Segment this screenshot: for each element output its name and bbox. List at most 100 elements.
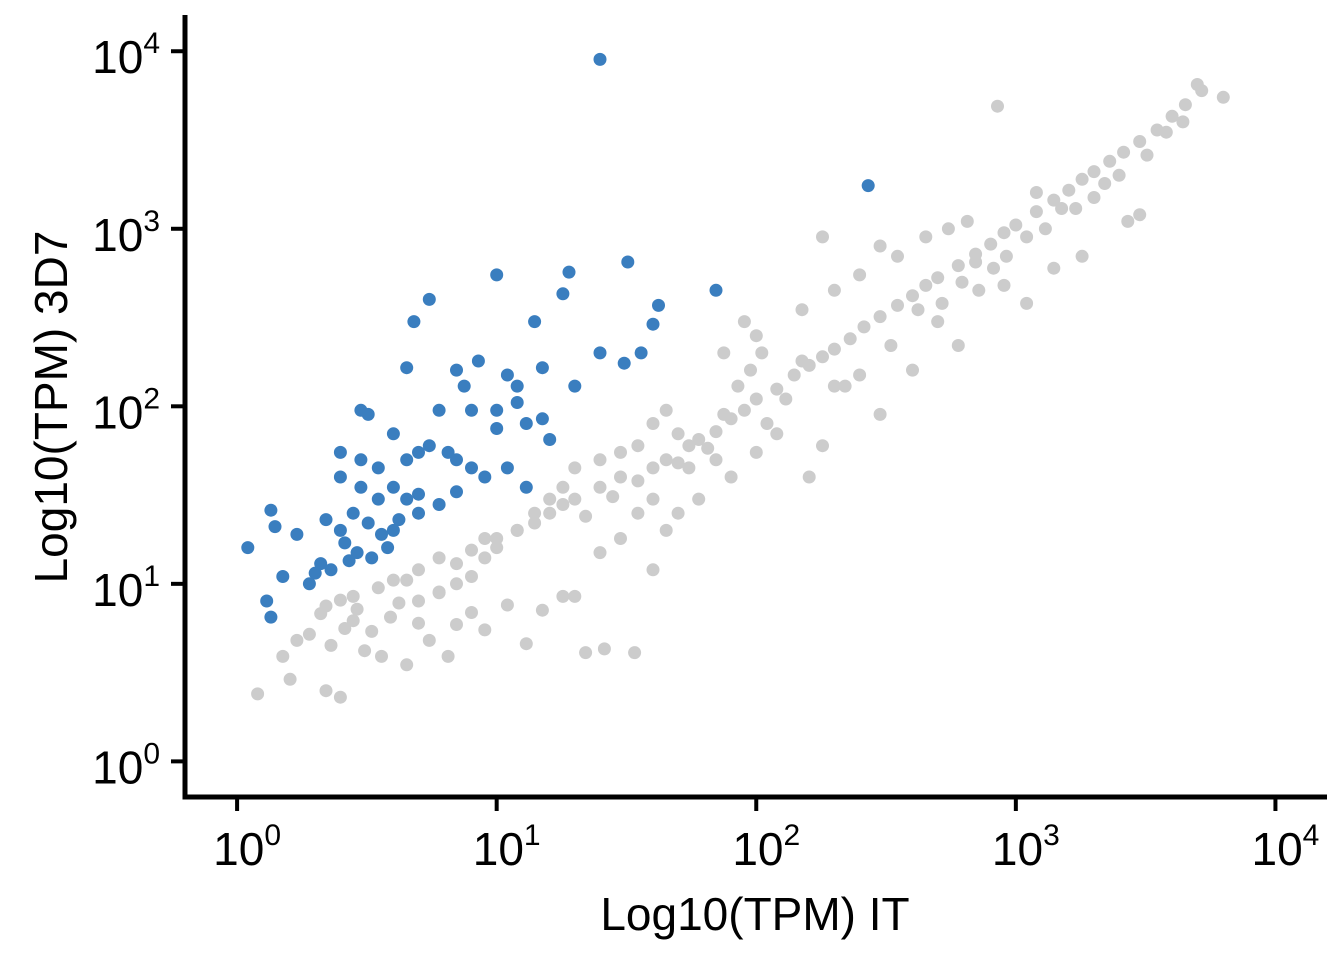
highlighted-gene-point	[412, 445, 425, 459]
highlighted-gene-point	[510, 379, 524, 393]
background-gene-point	[853, 268, 867, 282]
highlighted-gene-point	[324, 563, 338, 577]
background-gene-point	[891, 298, 904, 312]
highlighted-gene-point	[354, 453, 368, 467]
background-gene-point	[755, 346, 769, 360]
background-gene-point	[1087, 165, 1101, 179]
background-gene-point	[631, 474, 645, 488]
background-gene-point	[490, 541, 504, 555]
highlighted-gene-point	[386, 480, 400, 494]
background-gene-point	[682, 439, 696, 453]
background-gene-point	[960, 214, 974, 228]
highlighted-gene-point	[593, 346, 607, 360]
background-gene-point	[478, 623, 492, 637]
background-gene-point	[737, 403, 751, 417]
background-gene-point	[1047, 193, 1061, 207]
background-gene-point	[709, 425, 723, 439]
background-gene-point	[614, 532, 627, 545]
background-gene-point	[478, 532, 492, 545]
background-gene-point	[1133, 135, 1147, 148]
highlighted-gene-point	[422, 439, 436, 453]
background-gene-point	[906, 363, 919, 377]
background-gene-point	[1098, 177, 1112, 190]
background-gene-point	[556, 480, 570, 494]
background-gene-point	[614, 470, 627, 484]
highlighted-gene-point	[302, 577, 316, 591]
highlighted-gene-point	[361, 407, 375, 421]
background-gene-point	[614, 445, 627, 459]
background-gene-point	[717, 407, 731, 421]
background-gene-point	[371, 581, 385, 595]
background-gene-point	[984, 237, 998, 251]
highlighted-gene-point	[290, 527, 304, 541]
highlighted-gene-point	[709, 283, 723, 297]
highlighted-gene-point	[500, 368, 514, 382]
background-gene-point	[628, 646, 642, 660]
background-gene-point	[692, 433, 706, 446]
background-gene-point	[884, 339, 898, 352]
background-gene-point	[450, 618, 463, 631]
highlighted-gene-point	[338, 536, 352, 550]
background-gene-point	[919, 230, 933, 244]
background-gene-point	[631, 439, 645, 453]
highlighted-gene-point	[422, 292, 436, 306]
background-gene-point	[1062, 183, 1076, 197]
background-gene-point	[1176, 115, 1190, 129]
highlighted-gene-point	[264, 503, 278, 517]
highlighted-gene-point	[333, 445, 347, 459]
x-tick-label: 103	[992, 819, 1060, 875]
background-gene-point	[997, 226, 1011, 240]
background-gene-point	[384, 610, 397, 624]
highlighted-gene-point	[407, 315, 421, 329]
highlighted-gene-point	[432, 498, 446, 511]
background-gene-point	[1195, 84, 1209, 98]
highlighted-gene-point	[354, 480, 368, 494]
highlighted-gene-point	[562, 265, 576, 279]
background-gene-point	[465, 606, 478, 619]
data-points	[241, 52, 1230, 704]
background-gene-point	[931, 315, 945, 329]
background-gene-point	[593, 453, 607, 467]
highlighted-gene-point	[412, 506, 425, 520]
background-gene-point	[770, 427, 784, 441]
background-gene-point	[346, 589, 360, 603]
highlighted-gene-point	[519, 480, 533, 494]
background-gene-point	[422, 633, 436, 647]
background-gene-point	[646, 563, 660, 577]
highlighted-gene-point	[319, 513, 333, 527]
background-gene-point	[350, 602, 364, 616]
background-gene-point	[857, 320, 871, 334]
highlighted-gene-point	[465, 403, 478, 417]
highlighted-gene-point	[386, 523, 400, 537]
highlighted-gene-point	[260, 594, 274, 608]
background-gene-point	[646, 417, 660, 430]
y-axis-title: Log10(TPM) 3D7	[25, 231, 77, 584]
background-gene-point	[749, 392, 763, 406]
background-gene-point	[646, 461, 660, 475]
background-gene-point	[724, 470, 738, 484]
background-gene-point	[1121, 214, 1135, 228]
background-gene-point	[999, 249, 1013, 263]
y-tick-label: 102	[92, 382, 160, 438]
background-gene-point	[731, 379, 745, 393]
background-gene-point	[1159, 125, 1173, 139]
background-gene-point	[955, 275, 969, 289]
x-tick-label: 102	[732, 819, 800, 875]
background-gene-point	[969, 255, 983, 269]
background-gene-point	[1069, 202, 1083, 215]
highlighted-gene-point	[457, 379, 471, 393]
highlighted-gene-point	[268, 520, 282, 534]
background-gene-point	[873, 239, 887, 253]
background-gene-point	[843, 332, 857, 346]
background-gene-point	[412, 563, 425, 577]
highlighted-gene-point	[471, 354, 485, 368]
background-gene-point	[556, 498, 570, 511]
background-gene-point	[412, 616, 425, 630]
background-gene-point	[816, 350, 829, 364]
background-gene-point	[302, 627, 316, 641]
background-gene-point	[737, 315, 751, 329]
background-gene-point	[543, 492, 557, 506]
background-gene-point	[392, 596, 406, 610]
background-gene-point	[1178, 98, 1192, 112]
highlighted-gene-point	[333, 470, 347, 484]
